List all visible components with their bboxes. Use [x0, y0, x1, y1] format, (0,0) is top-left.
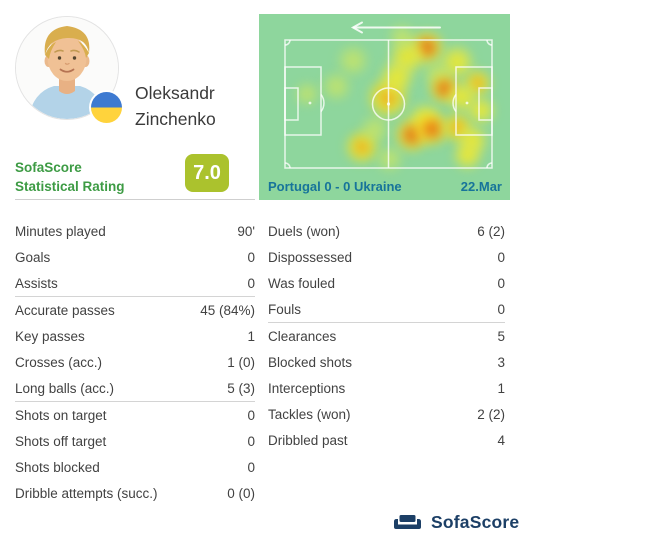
stats-group-divider [15, 296, 255, 297]
stat-label: Accurate passes [15, 302, 115, 318]
stat-label: Blocked shots [268, 354, 353, 370]
stat-label: Was fouled [268, 275, 336, 291]
heat-spot [453, 141, 482, 170]
stat-row: Shots blocked 0 [15, 454, 255, 480]
rating-label: SofaScore Statistical Rating [15, 158, 125, 196]
stat-row: Crosses (acc.) 1 (0) [15, 349, 255, 375]
stat-value: 2 (2) [477, 406, 505, 422]
stat-row: Shots off target 0 [15, 428, 255, 454]
stat-label: Dribble attempts (succ.) [15, 485, 158, 501]
stat-value: 0 [247, 407, 255, 423]
stat-label: Crosses (acc.) [15, 354, 103, 370]
player-name: Oleksandr Zinchenko [135, 80, 216, 132]
football-pitch-lines [284, 21, 493, 169]
stat-label: Assists [15, 275, 58, 291]
stat-value: 0 [247, 249, 255, 265]
stat-row: Shots on target 0 [15, 402, 255, 428]
player-photo-illustration [16, 17, 118, 119]
stat-row: Tackles (won) 2 (2) [268, 401, 505, 427]
stat-row: Interceptions 1 [268, 375, 505, 401]
stat-row: Clearances 5 [268, 323, 505, 349]
stats-group-divider [268, 322, 505, 323]
stat-row: Fouls 0 [268, 296, 505, 322]
player-heatmap: Portugal 0 - 0 Ukraine 22.Mar [259, 14, 510, 200]
stats-group-divider [15, 401, 255, 402]
stat-value: 45 (84%) [200, 302, 255, 318]
stat-label: Key passes [15, 328, 85, 344]
stat-row: Dispossessed 0 [268, 244, 505, 270]
stat-label: Shots off target [15, 433, 107, 449]
player-photo [15, 16, 119, 120]
stat-value: 90' [237, 223, 255, 239]
rating-divider [15, 199, 255, 200]
rating-label-line2: Statistical Rating [15, 179, 125, 194]
stat-label: Dispossessed [268, 249, 353, 265]
stat-value: 0 (0) [227, 485, 255, 501]
stat-label: Fouls [268, 301, 302, 317]
stat-value: 6 (2) [477, 223, 505, 239]
match-info-line: Portugal 0 - 0 Ukraine 22.Mar [268, 179, 502, 194]
stat-value: 0 [247, 275, 255, 291]
stat-label: Tackles (won) [268, 406, 351, 422]
player-name-line2: Zinchenko [135, 109, 216, 129]
stat-value: 1 [247, 328, 255, 344]
stat-value: 0 [497, 301, 505, 317]
stat-row: Blocked shots 3 [268, 349, 505, 375]
stat-value: 1 (0) [227, 354, 255, 370]
stat-value: 1 [497, 380, 505, 396]
stat-label: Clearances [268, 328, 337, 344]
stat-label: Shots on target [15, 407, 107, 423]
stats-column-right: Duels (won) 6 (2) Dispossessed 0 Was fouled 0… [268, 218, 505, 453]
stat-value: 0 [247, 433, 255, 449]
stat-label: Shots blocked [15, 459, 100, 475]
stat-row: Key passes 1 [15, 323, 255, 349]
match-score-label: Portugal 0 - 0 Ukraine [268, 179, 402, 194]
sofascore-logo[interactable]: SofaScore [393, 510, 519, 534]
stat-row: Dribble attempts (succ.) 0 (0) [15, 480, 255, 506]
stat-label: Dribbled past [268, 432, 348, 448]
stat-row: Was fouled 0 [268, 270, 505, 296]
stat-row: Long balls (acc.) 5 (3) [15, 375, 255, 401]
stat-value: 5 (3) [227, 380, 255, 396]
stats-column-left: Minutes played 90' Goals 0 Assists 0 Accurate … [15, 218, 255, 506]
stat-label: Goals [15, 249, 51, 265]
rating-badge: 7.0 [185, 154, 229, 192]
ukraine-flag-icon [91, 92, 122, 123]
heat-spot [321, 70, 353, 103]
stat-row: Duels (won) 6 (2) [268, 218, 505, 244]
match-date-label: 22.Mar [460, 179, 502, 194]
stat-row: Dribbled past 4 [268, 427, 505, 453]
stat-value: 3 [497, 354, 505, 370]
rating-label-line1: SofaScore [15, 160, 82, 175]
stat-row: Assists 0 [15, 270, 255, 296]
sofascore-logo-text: SofaScore [431, 511, 520, 532]
stat-row: Minutes played 90' [15, 218, 255, 244]
stat-row: Goals 0 [15, 244, 255, 270]
attack-direction-arrow-icon [350, 21, 441, 34]
stat-value: 4 [497, 432, 505, 448]
stat-value: 0 [497, 249, 505, 265]
sofa-icon [394, 515, 421, 529]
stat-label: Duels (won) [268, 223, 341, 239]
stat-label: Minutes played [15, 223, 106, 239]
player-name-line1: Oleksandr [135, 83, 215, 103]
stat-label: Long balls (acc.) [15, 380, 115, 396]
stat-value: 5 [497, 328, 505, 344]
player-avatar [15, 16, 122, 123]
stat-label: Interceptions [268, 380, 346, 396]
stat-row: Accurate passes 45 (84%) [15, 297, 255, 323]
stat-value: 0 [497, 275, 505, 291]
stat-value: 0 [247, 459, 255, 475]
